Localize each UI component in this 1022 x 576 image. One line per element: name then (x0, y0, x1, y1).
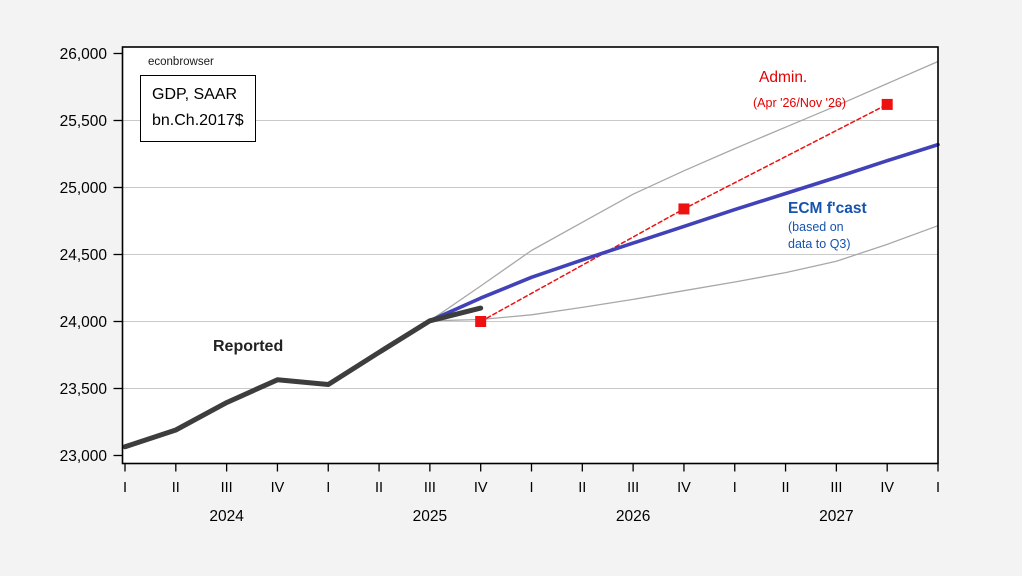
x-tick-label: II (172, 480, 180, 496)
plot-frame (121, 46, 939, 465)
admin-series-label: Admin. (759, 69, 808, 86)
econbrowser-watermark: econbrowser (148, 56, 214, 68)
plot-background (122, 47, 938, 464)
admin-marker-square (881, 98, 893, 110)
y-tick-label: 24,500 (60, 247, 108, 264)
x-tick-label: I (936, 480, 940, 496)
x-tick-label: I (326, 480, 330, 496)
series-line (429, 225, 939, 322)
admin-series-sublabel: (Apr '26/Nov '26) (753, 96, 847, 110)
x-tick-label: IV (880, 480, 894, 496)
units-box-line2: bn.Ch.2017$ (152, 111, 244, 129)
frame-rect (121, 46, 939, 465)
x-tick-label: IV (271, 480, 285, 496)
y-tick-label: 25,500 (60, 113, 108, 130)
x-tick-label: IV (677, 480, 691, 496)
axis-tick-labels: 26,000 25,500 25,000 24,500 24,000 23,500 23,0… (60, 46, 940, 525)
gridlines (122, 47, 938, 464)
x-tick-label: I (529, 480, 533, 496)
ecm-series-label: ECM f'cast (788, 200, 867, 217)
x-tick-label: IV (474, 480, 488, 496)
ecm-series-sublabel-2: data to Q3) (788, 237, 851, 251)
year-label: 2026 (616, 508, 650, 525)
x-tick-label: II (782, 480, 790, 496)
y-tick-label: 26,000 (60, 46, 108, 63)
y-tick-label: 25,000 (60, 180, 108, 197)
ecm-series-sublabel-1: (based on (788, 220, 844, 234)
x-tick-label: III (830, 480, 842, 496)
y-tick-label: 23,000 (60, 448, 108, 465)
admin-marker-square (678, 203, 690, 215)
x-tick-label: II (375, 480, 383, 496)
x-tick-label: III (627, 480, 639, 496)
series-lines (122, 60, 940, 450)
year-label: 2024 (209, 508, 244, 525)
y-tick-label: 24,000 (60, 314, 108, 331)
x-tick-label: III (424, 480, 436, 496)
admin-markers (475, 98, 893, 327)
series-line (429, 60, 939, 322)
admin-marker-square (475, 316, 487, 327)
units-box: GDP, SAAR bn.Ch.2017$ (140, 75, 256, 142)
axis-ticks (113, 52, 939, 472)
year-label: 2027 (819, 508, 853, 525)
x-tick-label: III (221, 480, 233, 496)
year-label: 2025 (413, 508, 447, 525)
y-tick-label: 23,500 (60, 381, 108, 398)
reported-series-label: Reported (213, 338, 284, 355)
series-line (428, 142, 940, 323)
x-tick-label: I (123, 480, 127, 496)
x-tick-label: II (578, 480, 586, 496)
series-line (122, 305, 484, 450)
x-tick-label: I (733, 480, 737, 496)
units-box-line1: GDP, SAAR (152, 86, 238, 103)
